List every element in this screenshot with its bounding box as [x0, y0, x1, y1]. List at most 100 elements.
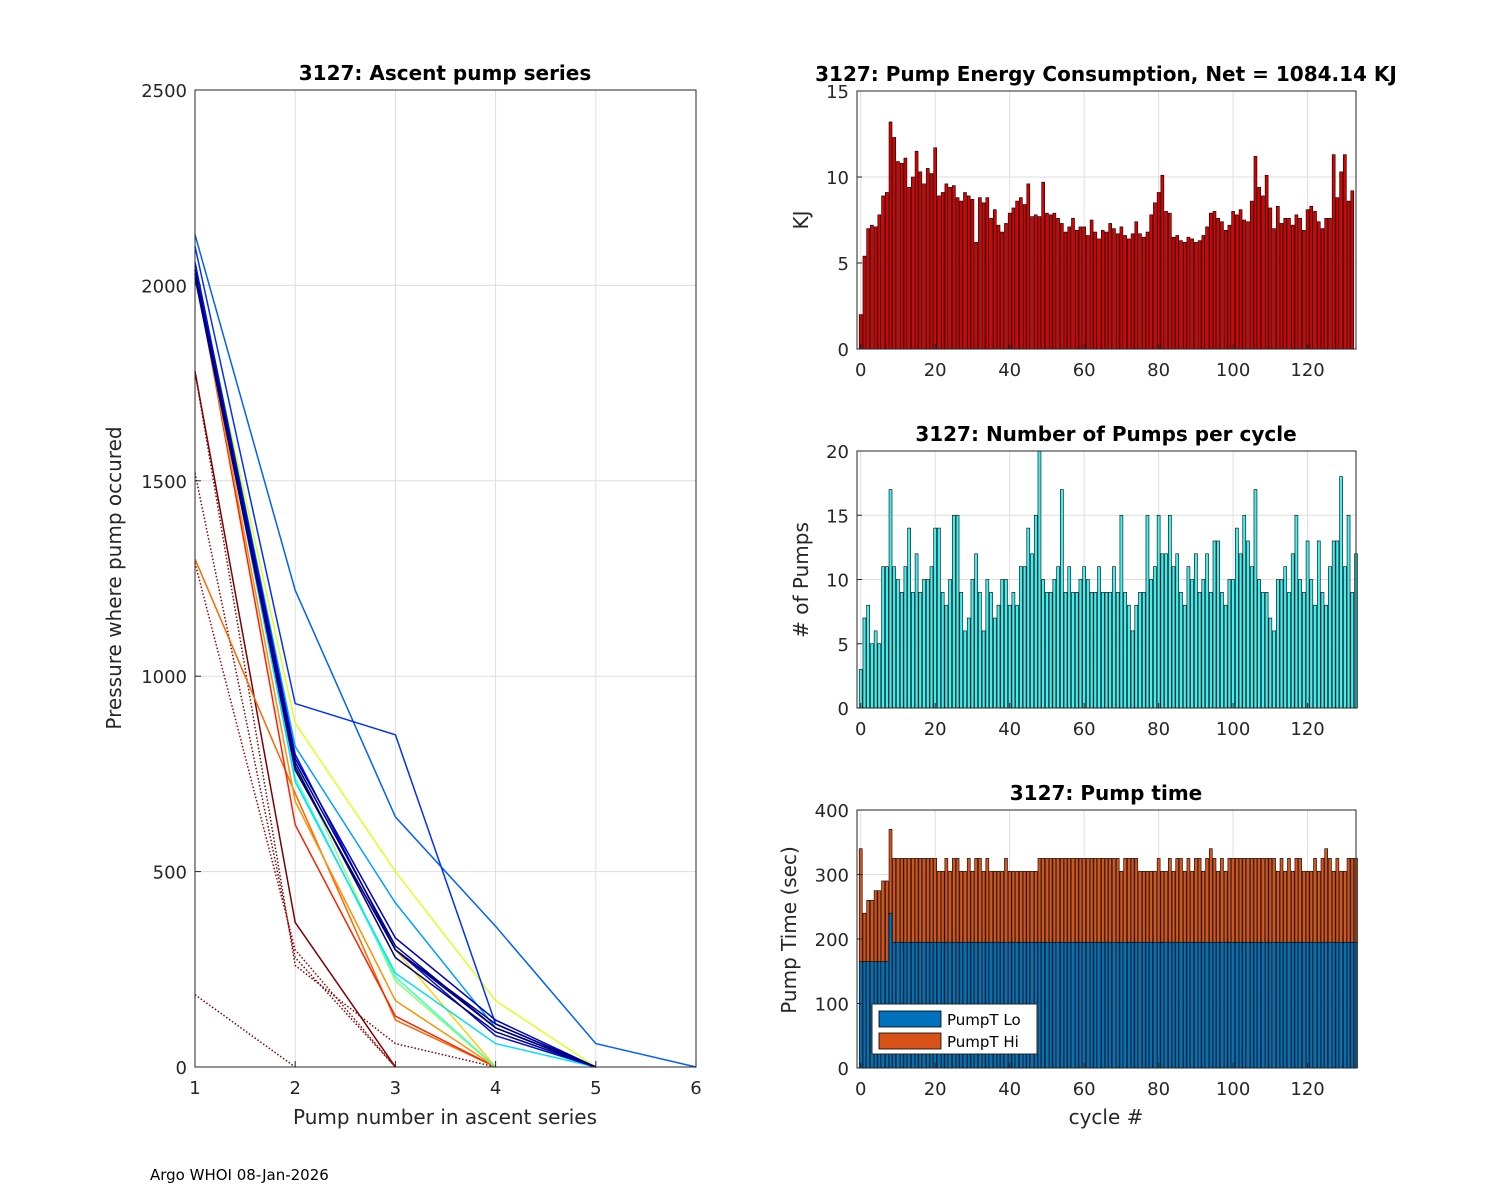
energy-bar [985, 197, 990, 350]
pumps-bar [1164, 553, 1168, 709]
legend-label-hi: PumpT Hi [947, 1033, 1019, 1051]
ascent-xtick-label: 4 [490, 1078, 501, 1099]
pumptime-bar-hi [1130, 858, 1135, 943]
pumptime-bar-hi [1089, 858, 1094, 943]
pumptime-bar-lo [1041, 941, 1045, 1069]
ascent-ytick-label: 2000 [141, 276, 187, 297]
pumptime-bar-lo [1086, 941, 1090, 1069]
ascent-lines [194, 234, 697, 1068]
pumptime-bar-lo [1294, 941, 1299, 1069]
pumptime-bar-hi [1138, 870, 1142, 943]
energy-ytick-label: 10 [826, 168, 849, 189]
pumptime-bar-hi [1339, 870, 1343, 943]
energy-bar [1000, 231, 1005, 350]
energy-xtick-label: 40 [998, 360, 1021, 381]
pumptime-bar-hi [1175, 858, 1180, 943]
pumps-bar [1246, 540, 1250, 709]
energy-bar [1313, 211, 1317, 350]
ascent-ytick-label: 1000 [141, 667, 187, 688]
pumptime-bar-hi [1320, 858, 1325, 943]
energy-bar [940, 192, 945, 350]
pumps-bar [1100, 592, 1105, 709]
pumps-bar [1127, 604, 1131, 709]
pumptime-bar-lo [1249, 941, 1254, 1069]
pumptime-bar-hi [1223, 870, 1228, 943]
pumps-bar [1022, 566, 1027, 709]
pumps-bar [1030, 553, 1034, 709]
energy-bar [1346, 200, 1351, 350]
pumptime-bar-hi [929, 858, 934, 943]
energy-bar [873, 226, 878, 350]
pumptime-ytick-label: 300 [815, 866, 849, 887]
pumptime-bar-hi [1350, 858, 1355, 943]
energy-bar [1264, 174, 1269, 350]
pumptime-bar-hi [1272, 858, 1276, 943]
pumptime-bar-hi [1119, 870, 1124, 943]
pumptime-bar-lo [1153, 941, 1157, 1069]
pumps-bar [1249, 566, 1254, 709]
energy-bar [959, 200, 964, 350]
energy-bar [925, 168, 930, 350]
pumptime-bar-hi [1082, 858, 1086, 943]
pumptime-bar-lo [1145, 941, 1150, 1069]
pumps-bar [985, 579, 990, 709]
ascent-series-line [194, 273, 497, 1068]
pumps-bar [996, 604, 1001, 709]
pumptime-bar-hi [1019, 870, 1023, 943]
pumps-bar [1108, 592, 1113, 709]
pumps-bar [1190, 579, 1194, 709]
pumptime-bar-hi [996, 870, 1001, 943]
pumps-bar [1216, 540, 1221, 709]
pumps-bar [914, 553, 919, 709]
energy-ytick-label: 5 [838, 254, 849, 275]
energy-bar [1331, 154, 1336, 350]
pumptime-bar-hi [907, 858, 911, 943]
pumptime-bar-hi [1309, 870, 1314, 943]
pumps-bar [877, 643, 882, 709]
pumptime-bar-lo [1182, 941, 1187, 1069]
pumps-bar [899, 592, 904, 709]
pumptime-bar-hi [1108, 858, 1113, 943]
pumptime-bar-hi [1324, 848, 1328, 943]
pumps-ytick-label: 20 [826, 442, 849, 463]
pumptime-bar-hi [1000, 870, 1005, 943]
pumptime-bar-hi [1164, 870, 1168, 943]
pumps-bar [1004, 579, 1008, 709]
pumptime-bar-hi [1261, 858, 1265, 943]
energy-bar [1182, 242, 1187, 350]
pumptime-bar-hi [866, 899, 870, 962]
pumptime-bar-hi [1045, 858, 1049, 943]
energy-bar [858, 314, 863, 350]
pumps-bar [1201, 579, 1206, 709]
pumps-bar [1171, 566, 1176, 709]
pumptime-bar-lo [1335, 941, 1340, 1069]
legend-label-lo: PumpT Lo [947, 1011, 1021, 1029]
energy-bar [1246, 221, 1250, 350]
legend-swatch-lo [878, 1010, 942, 1028]
pumptime-bar-hi [899, 858, 904, 943]
pumptime-ytick-label: 200 [815, 930, 849, 951]
pumptime-bar-lo [1138, 941, 1142, 1069]
pumptime-bar-hi [1048, 858, 1053, 943]
pumps-bar [922, 579, 926, 709]
pumptime-bar-lo [1089, 941, 1094, 1069]
energy-bar [1302, 230, 1306, 350]
energy-bar [970, 199, 975, 350]
pumps-bar [970, 579, 975, 709]
pumptime-bar-hi [966, 858, 971, 943]
energy-bar [1324, 217, 1328, 350]
ascent-ytick-label: 0 [176, 1058, 187, 1079]
energy-bar [1007, 212, 1012, 350]
pumptime-bar-hi [1153, 870, 1157, 943]
energy-bar [1041, 181, 1045, 350]
energy-bar [1119, 226, 1124, 350]
energy-bar [1235, 214, 1239, 350]
pumps-bar [1264, 592, 1269, 709]
pumptime-bar-hi [922, 858, 926, 943]
energy-bar [1305, 209, 1310, 350]
pumptime-bar-hi [944, 858, 949, 943]
ascent-ylabel: Pressure where pump occured [102, 426, 126, 729]
energy-bar [966, 195, 971, 350]
pumps-bar [1052, 579, 1057, 709]
